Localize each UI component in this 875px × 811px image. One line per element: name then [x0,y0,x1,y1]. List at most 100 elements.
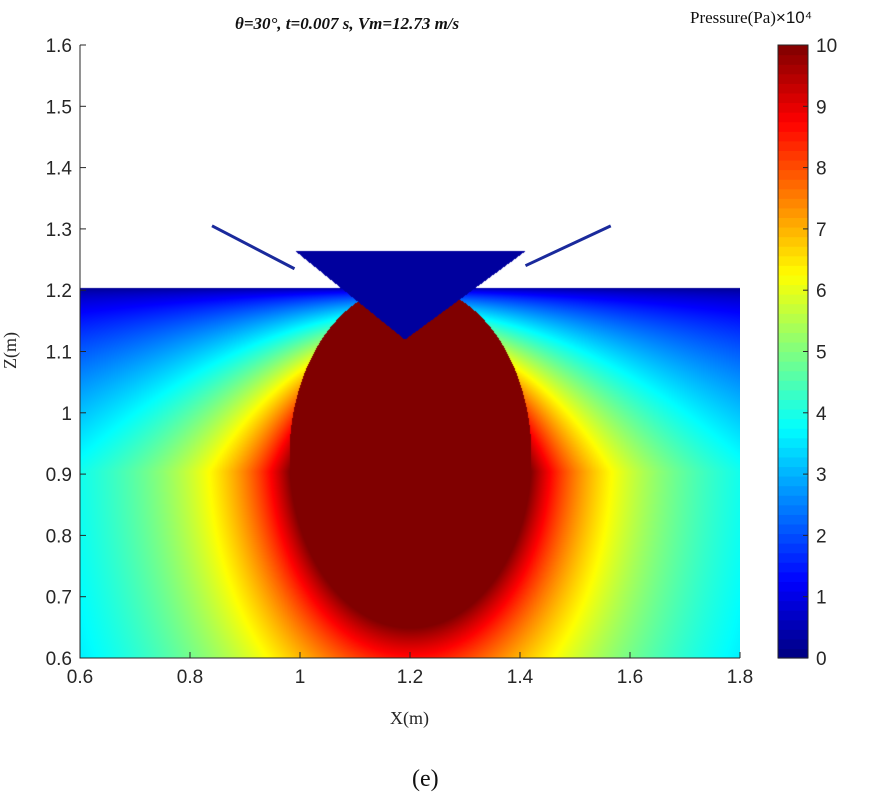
colorbar-segment [778,418,808,429]
colorbar-segment [778,590,808,602]
colorbar-label-text: Pressure(Pa) [690,8,776,27]
y-tick-label: 1.4 [46,159,73,180]
colorbar-segment [778,255,808,266]
colorbar-segment [778,217,808,228]
spray-jet-left [211,224,296,271]
colorbar-segment [778,140,808,151]
colorbar-segment [778,246,808,257]
colorbar-segment [778,332,808,343]
colorbar-segment [778,294,808,305]
colorbar-segment [778,552,808,563]
y-tick-label: 1.5 [46,97,72,118]
y-tick-label: 1.3 [46,220,72,241]
colorbar-tick-label: 8 [816,159,827,180]
colorbar-label: Pressure(Pa)×10⁴ [690,8,812,28]
colorbar-segment [778,380,808,391]
colorbar-segment [778,207,808,219]
colorbar-tick-label: 1 [816,588,827,609]
colorbar-segment [778,159,808,171]
colorbar-segment [778,533,808,544]
y-tick-label: 1.2 [46,281,72,302]
colorbar-segment [778,121,808,132]
x-tick-label: 0.8 [177,667,203,688]
colorbar-segment [778,495,808,506]
colorbar-tick-label: 6 [816,281,827,302]
colorbar-segment [778,610,808,621]
y-tick-label: 0.8 [46,526,72,547]
colorbar-segment [778,64,808,75]
colorbar-segment [778,265,808,276]
colorbar-segment [778,571,808,582]
y-tick-label: 1.1 [46,343,72,364]
colorbar-segment [778,389,808,400]
x-tick-label: 0.6 [67,667,93,688]
colorbar-segment [778,131,808,142]
colorbar-segment [778,83,808,94]
colorbar-tick-label: 3 [816,465,827,486]
colorbar-tick-label: 9 [816,97,827,118]
spray-jet-right [524,224,612,268]
colorbar-segment [778,476,808,487]
colorbar-tick-label: 5 [816,343,827,364]
colorbar-segment [778,92,808,104]
colorbar-segment [778,399,808,410]
x-tick-label: 1.4 [507,667,534,688]
colorbar-segment [778,169,808,180]
x-axis-label: X(m) [390,708,429,728]
colorbar-segment [778,523,808,535]
colorbar-segment [778,198,808,209]
colorbar-segment [778,274,808,286]
colorbar-segment [778,112,808,123]
colorbar-segment [778,629,808,640]
colorbar-tick-label: 0 [816,649,827,670]
colorbar-segment [778,361,808,372]
colorbar-segment [778,485,808,496]
colorbar-segment [778,447,808,458]
y-tick-label: 0.9 [46,465,72,486]
colorbar-segment [778,562,808,573]
colorbar-segment [778,428,808,439]
y-tick-label: 0.7 [46,588,72,609]
x-tick-label: 1.2 [397,667,423,688]
x-tick-label: 1.6 [617,667,643,688]
colorbar-segment [778,54,808,65]
y-tick-label: 1.6 [46,36,72,57]
colorbar-segment [778,73,808,84]
colorbar-segment [778,284,808,295]
colorbar-segment [778,236,808,247]
colorbar-segment [778,188,808,199]
colorbar-segment [778,456,808,468]
colorbar-tick-label: 4 [816,404,827,425]
colorbar-segment [778,150,808,161]
colorbar-segment [778,303,808,314]
pressure-field [80,45,740,658]
figure-caption: (e) [412,766,439,792]
x-tick-label: 1 [295,667,306,688]
colorbar-tick-label: 2 [816,526,827,547]
colorbar-segment [778,341,808,353]
chart-title: θ=30°, t=0.007 s, Vm=12.73 m/s [235,14,460,33]
colorbar-segment [778,370,808,381]
colorbar-segment [778,408,808,420]
colorbar-segment [778,619,808,630]
colorbar-segment [778,600,808,611]
colorbar-segment [778,322,808,333]
colorbar-segment [778,226,808,238]
y-tick-label: 1 [61,404,72,425]
colorbar-segment [778,514,808,525]
colorbar-segment [778,45,808,56]
y-axis-label: Z(m) [0,332,20,369]
colorbar-segment [778,648,808,659]
colorbar-segment [778,504,808,515]
colorbar-segment [778,581,808,592]
colorbar-tick-label: 7 [816,220,827,241]
colorbar-segment [778,351,808,362]
colorbar-multiplier: ×10⁴ [775,8,813,27]
x-tick-label: 1.8 [727,667,753,688]
colorbar-segment [778,466,808,477]
y-tick-label: 0.6 [46,649,72,670]
colorbar-segment [778,638,808,650]
colorbar-segment [778,313,808,324]
colorbar-segment [778,179,808,190]
